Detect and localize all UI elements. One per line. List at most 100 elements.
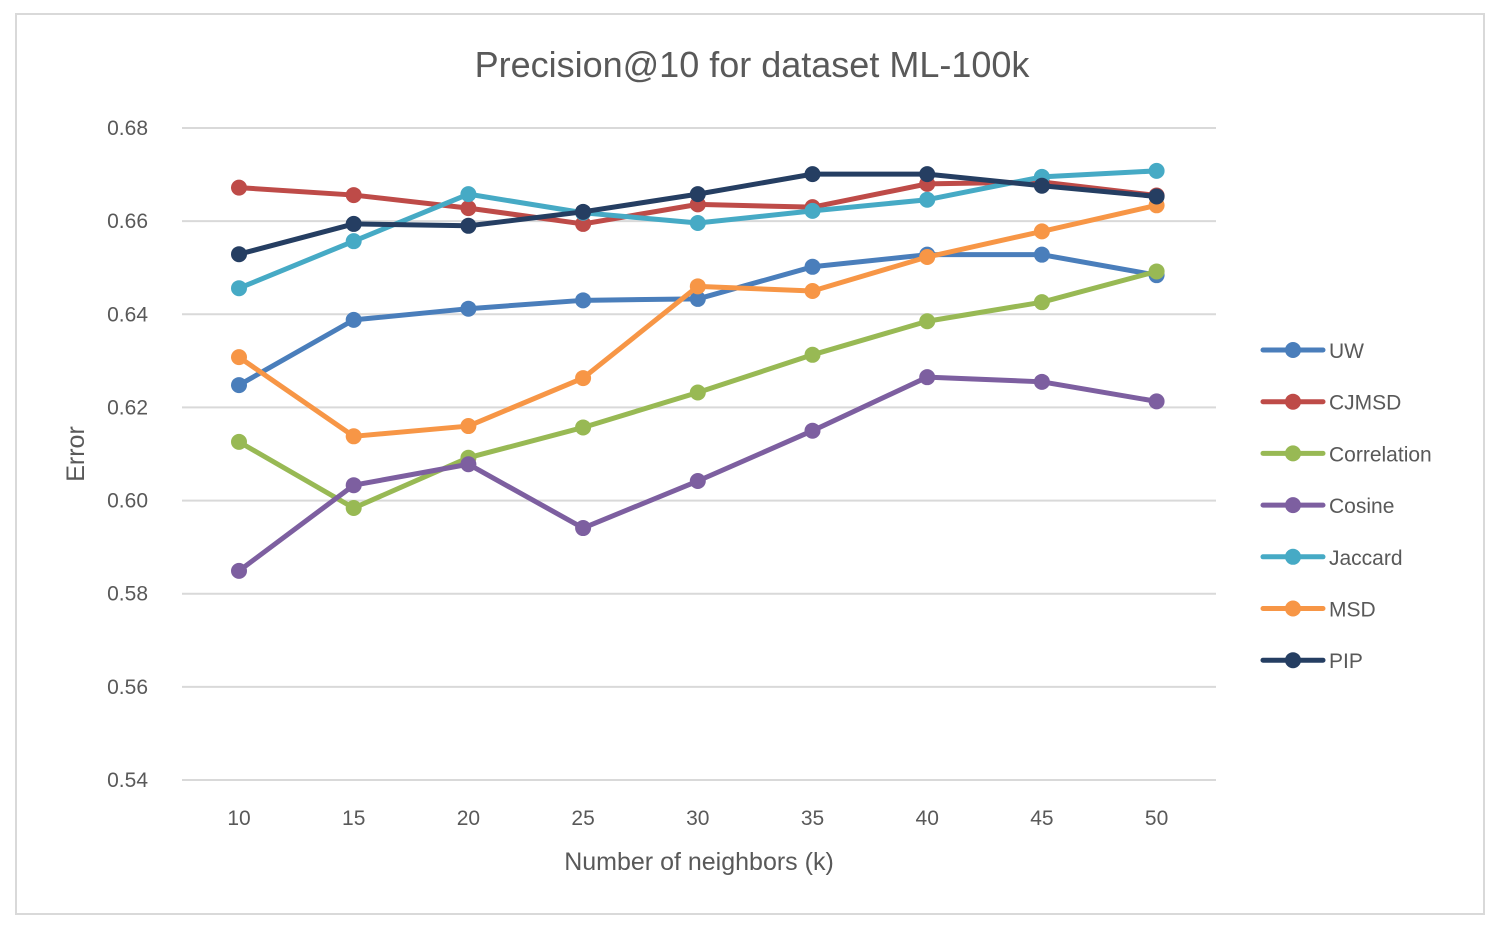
data-point [460, 300, 477, 317]
data-point [919, 166, 936, 183]
legend-label: Correlation [1329, 443, 1432, 466]
data-point [345, 311, 362, 328]
legend-item-correlation: Correlation [1260, 443, 1432, 466]
legend: UW CJMSD Correlation Cosine Jaccard MSD PIP [1260, 340, 1432, 673]
x-tick-label: 20 [457, 807, 480, 830]
data-point [1033, 373, 1050, 390]
y-tick-label: 0.60 [107, 490, 148, 513]
gridlines [182, 127, 1216, 781]
data-point [460, 186, 477, 203]
x-axis-ticks: 10 15 20 25 30 35 40 45 50 [227, 807, 1168, 830]
legend-swatch-marker [1285, 600, 1301, 617]
data-point [689, 473, 706, 490]
data-point [689, 384, 706, 401]
legend-label: CJMSD [1329, 392, 1401, 415]
data-point [575, 292, 592, 309]
data-point [1148, 263, 1165, 280]
data-point [231, 377, 247, 394]
data-point [1148, 188, 1165, 205]
legend-label: UW [1329, 340, 1364, 363]
data-point [575, 203, 592, 220]
data-point [804, 202, 821, 219]
series-pip [231, 166, 1165, 263]
series-line [236, 252, 1160, 388]
data-point [689, 278, 706, 295]
x-axis-label: Number of neighbors (k) [564, 848, 834, 876]
data-point [1148, 162, 1165, 179]
data-point [804, 166, 821, 183]
data-point [345, 477, 362, 494]
legend-swatch-marker [1285, 445, 1301, 462]
series-lines [231, 162, 1165, 579]
x-tick-label: 10 [227, 807, 250, 830]
legend-swatch-marker [1285, 393, 1301, 410]
data-point [804, 258, 821, 275]
data-point [231, 433, 247, 450]
data-point [575, 370, 592, 387]
x-tick-label: 50 [1145, 807, 1168, 830]
legend-item-uw: UW [1260, 340, 1364, 363]
x-tick-label: 45 [1030, 807, 1053, 830]
series-line [236, 171, 1160, 257]
legend-item-pip: PIP [1260, 650, 1363, 673]
data-point [919, 369, 936, 386]
data-point [919, 313, 936, 330]
y-tick-label: 0.64 [107, 303, 148, 326]
data-point [460, 456, 477, 473]
data-point [575, 215, 592, 232]
legend-swatch-marker [1285, 342, 1301, 358]
data-point [575, 520, 592, 537]
data-point [804, 283, 821, 299]
series-uw [231, 246, 1165, 394]
chart-title: Precision@10 for dataset ML-100k [475, 44, 1031, 85]
data-point [804, 346, 821, 363]
legend-label: MSD [1329, 599, 1376, 622]
series-line [236, 202, 1160, 439]
legend-swatch-marker [1285, 652, 1301, 669]
chart-frame [15, 13, 1485, 915]
data-point [345, 187, 362, 204]
data-point [231, 246, 247, 263]
series-msd [231, 197, 1165, 445]
y-tick-label: 0.68 [107, 117, 148, 140]
x-tick-label: 30 [686, 807, 709, 830]
data-point [231, 179, 247, 196]
y-tick-label: 0.62 [107, 396, 148, 419]
data-point [460, 217, 477, 234]
x-tick-label: 40 [916, 807, 939, 830]
data-point [1033, 223, 1050, 240]
data-point [1033, 177, 1050, 194]
x-tick-label: 35 [801, 807, 824, 830]
x-tick-label: 25 [571, 807, 594, 830]
data-point [919, 249, 936, 266]
data-point [345, 233, 362, 250]
data-point [460, 418, 477, 435]
y-axis-label: Error [62, 426, 90, 482]
y-tick-label: 0.66 [107, 210, 148, 233]
data-point [1033, 294, 1050, 311]
legend-label: PIP [1329, 650, 1363, 673]
legend-item-msd: MSD [1260, 599, 1376, 622]
data-point [231, 562, 247, 579]
legend-label: Cosine [1329, 495, 1394, 518]
data-point [575, 419, 592, 436]
legend-swatch-marker [1285, 497, 1301, 514]
data-point [1148, 393, 1165, 410]
series-cosine [231, 369, 1165, 579]
legend-item-cjmsd: CJMSD [1260, 392, 1401, 415]
data-point [460, 200, 477, 217]
data-point [804, 422, 821, 439]
data-point [231, 349, 247, 366]
data-point [689, 290, 706, 307]
data-point [231, 280, 247, 297]
data-point [345, 215, 362, 232]
data-point [345, 428, 362, 445]
y-tick-label: 0.58 [107, 583, 148, 606]
data-point [345, 500, 362, 517]
legend-item-jaccard: Jaccard [1260, 547, 1403, 570]
data-point [1033, 246, 1050, 263]
data-point [689, 186, 706, 203]
y-tick-label: 0.54 [107, 769, 148, 792]
data-point [689, 215, 706, 232]
